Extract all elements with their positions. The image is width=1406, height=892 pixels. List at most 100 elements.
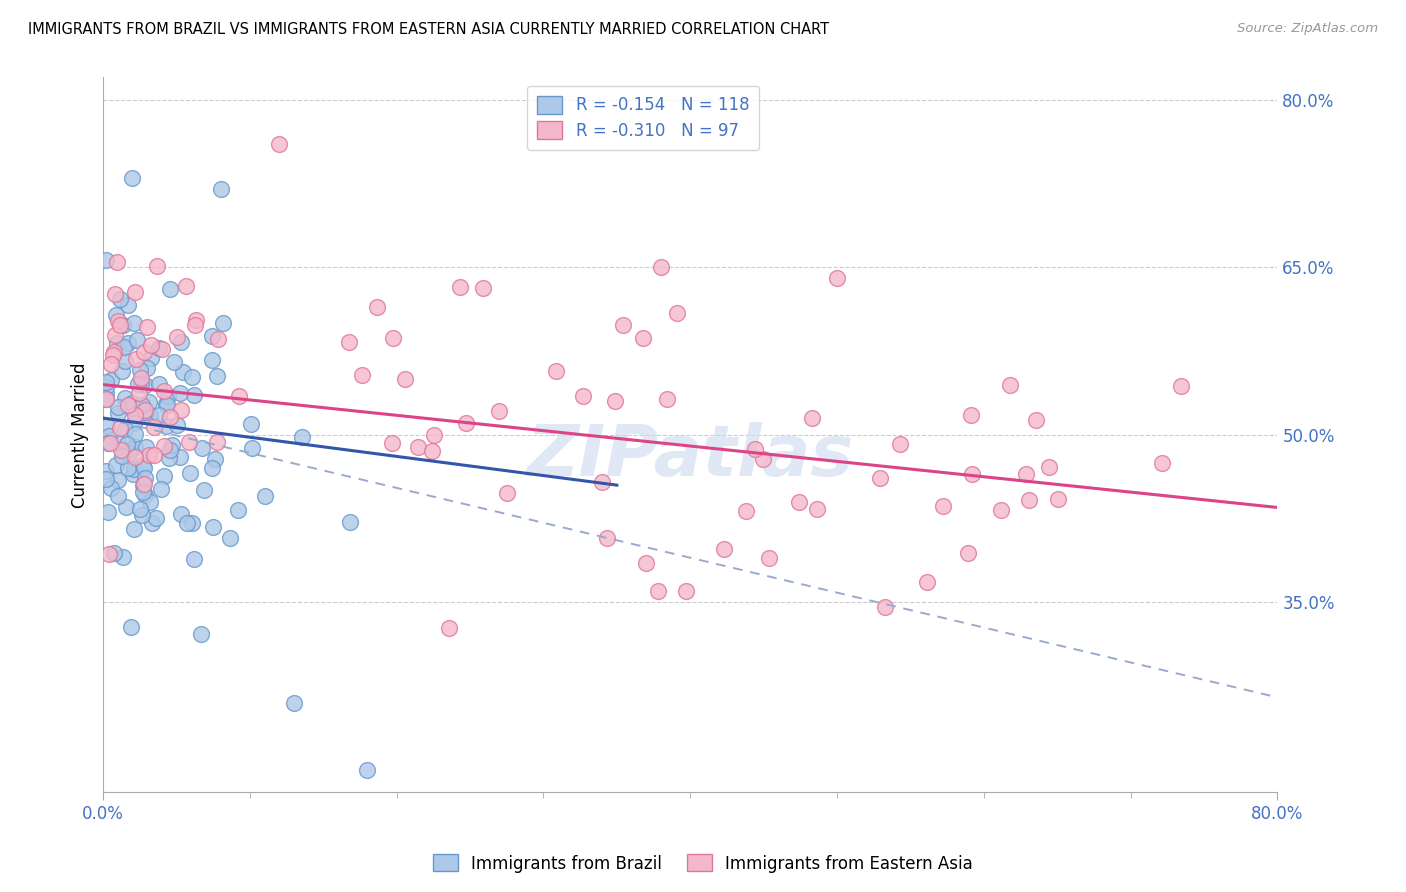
Point: [1047, 491, 1070, 506]
Point: [181, 370, 204, 384]
Point: [111, 449, 134, 463]
Point: [107, 401, 129, 415]
Point: [152, 384, 174, 398]
Point: [104, 287, 127, 301]
Point: [1038, 459, 1060, 474]
Point: [96, 464, 118, 478]
Point: [143, 420, 166, 434]
Point: [356, 763, 378, 777]
Point: [107, 473, 129, 487]
Point: [97, 505, 120, 519]
Point: [149, 482, 172, 496]
Point: [153, 468, 176, 483]
Point: [117, 298, 139, 312]
Point: [108, 421, 131, 435]
Point: [107, 435, 129, 450]
Point: [352, 368, 374, 383]
Point: [571, 389, 593, 403]
Point: [112, 340, 135, 354]
Point: [422, 428, 444, 442]
Point: [240, 441, 263, 455]
Point: [960, 408, 983, 422]
Point: [134, 344, 156, 359]
Point: [138, 394, 160, 409]
Point: [136, 320, 159, 334]
Point: [94, 472, 117, 486]
Point: [603, 393, 626, 408]
Point: [713, 542, 735, 557]
Point: [105, 335, 128, 350]
Point: [124, 427, 146, 442]
Point: [156, 398, 179, 412]
Point: [132, 484, 155, 499]
Point: [291, 430, 314, 444]
Point: [172, 365, 194, 379]
Point: [471, 281, 494, 295]
Point: [207, 333, 229, 347]
Point: [104, 458, 127, 472]
Point: [496, 486, 519, 500]
Point: [105, 255, 128, 269]
Point: [134, 461, 156, 475]
Point: [159, 443, 181, 458]
Point: [183, 388, 205, 402]
Point: [155, 418, 177, 433]
Point: [128, 385, 150, 400]
Point: [117, 398, 139, 412]
Point: [1018, 492, 1040, 507]
Point: [134, 471, 156, 485]
Point: [174, 279, 197, 293]
Point: [159, 282, 181, 296]
Point: [135, 361, 157, 376]
Point: [596, 532, 619, 546]
Point: [148, 376, 170, 391]
Text: Source: ZipAtlas.com: Source: ZipAtlas.com: [1237, 22, 1378, 36]
Point: [148, 408, 170, 422]
Point: [157, 450, 180, 465]
Point: [166, 417, 188, 432]
Point: [169, 386, 191, 401]
Point: [381, 435, 404, 450]
Point: [134, 477, 156, 491]
Point: [650, 260, 672, 275]
Point: [121, 171, 143, 186]
Point: [212, 316, 235, 330]
Point: [108, 318, 131, 332]
Point: [139, 338, 162, 352]
Point: [449, 280, 471, 294]
Point: [170, 335, 193, 350]
Point: [889, 437, 911, 451]
Point: [179, 466, 201, 480]
Point: [124, 416, 146, 430]
Point: [135, 440, 157, 454]
Point: [806, 501, 828, 516]
Point: [240, 417, 263, 432]
Point: [228, 389, 250, 403]
Point: [100, 373, 122, 387]
Point: [94, 253, 117, 268]
Point: [107, 489, 129, 503]
Point: [96, 419, 118, 434]
Text: ZIPatlas: ZIPatlas: [527, 422, 853, 491]
Point: [205, 368, 228, 383]
Point: [98, 547, 121, 561]
Point: [183, 552, 205, 566]
Point: [118, 442, 141, 456]
Point: [120, 620, 142, 634]
Point: [100, 357, 122, 371]
Point: [184, 318, 207, 332]
Point: [146, 259, 169, 273]
Point: [124, 440, 146, 454]
Point: [758, 550, 780, 565]
Point: [591, 475, 613, 490]
Point: [107, 406, 129, 420]
Point: [1025, 413, 1047, 427]
Point: [131, 508, 153, 522]
Point: [657, 392, 679, 406]
Point: [138, 448, 160, 462]
Point: [193, 483, 215, 497]
Point: [94, 392, 117, 406]
Point: [339, 515, 361, 529]
Point: [269, 137, 291, 152]
Point: [110, 364, 132, 378]
